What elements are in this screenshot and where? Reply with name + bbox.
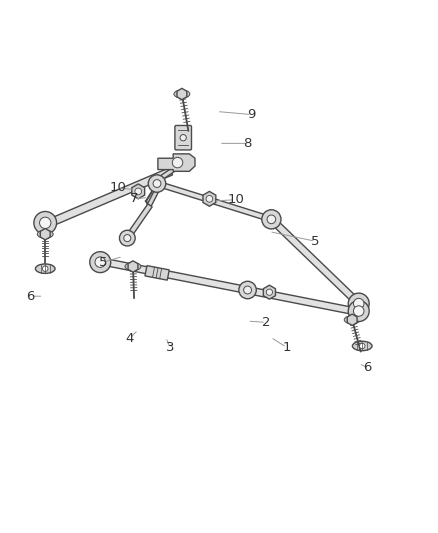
Text: 5: 5 bbox=[311, 235, 319, 248]
Ellipse shape bbox=[174, 90, 190, 98]
Text: 10: 10 bbox=[109, 181, 126, 195]
Ellipse shape bbox=[37, 230, 53, 238]
Circle shape bbox=[353, 306, 364, 316]
Polygon shape bbox=[158, 154, 195, 171]
Circle shape bbox=[266, 289, 272, 295]
Polygon shape bbox=[145, 265, 169, 280]
Text: 6: 6 bbox=[363, 361, 371, 374]
Circle shape bbox=[360, 343, 365, 349]
Circle shape bbox=[124, 235, 131, 241]
Circle shape bbox=[267, 215, 276, 224]
Circle shape bbox=[353, 298, 364, 309]
Circle shape bbox=[262, 210, 281, 229]
FancyBboxPatch shape bbox=[175, 125, 191, 150]
Polygon shape bbox=[269, 217, 361, 306]
Polygon shape bbox=[109, 260, 350, 313]
Polygon shape bbox=[156, 181, 272, 222]
Circle shape bbox=[34, 212, 57, 234]
Circle shape bbox=[95, 257, 106, 268]
Text: 4: 4 bbox=[125, 332, 134, 345]
Circle shape bbox=[244, 286, 251, 294]
Circle shape bbox=[206, 196, 213, 202]
Text: 8: 8 bbox=[243, 137, 251, 150]
Text: 2: 2 bbox=[262, 316, 270, 329]
Ellipse shape bbox=[35, 264, 55, 273]
Text: 9: 9 bbox=[247, 108, 256, 121]
Text: 10: 10 bbox=[227, 193, 244, 206]
Polygon shape bbox=[263, 285, 276, 299]
Text: 3: 3 bbox=[166, 341, 174, 354]
Circle shape bbox=[120, 230, 135, 246]
Circle shape bbox=[239, 281, 256, 298]
Circle shape bbox=[153, 180, 161, 188]
Ellipse shape bbox=[125, 263, 141, 270]
Text: 6: 6 bbox=[26, 290, 35, 303]
Polygon shape bbox=[128, 261, 138, 272]
Circle shape bbox=[348, 301, 369, 321]
Circle shape bbox=[172, 157, 183, 168]
Polygon shape bbox=[147, 189, 159, 206]
Circle shape bbox=[90, 252, 111, 272]
Polygon shape bbox=[158, 166, 177, 181]
Polygon shape bbox=[132, 184, 145, 199]
Ellipse shape bbox=[344, 316, 360, 324]
Circle shape bbox=[348, 293, 369, 314]
Polygon shape bbox=[177, 88, 187, 100]
Text: 7: 7 bbox=[130, 192, 138, 205]
Ellipse shape bbox=[180, 134, 186, 141]
Circle shape bbox=[42, 266, 48, 271]
Circle shape bbox=[39, 217, 51, 229]
Polygon shape bbox=[125, 204, 152, 240]
Polygon shape bbox=[203, 191, 216, 206]
Circle shape bbox=[148, 175, 166, 192]
Polygon shape bbox=[40, 229, 50, 240]
Circle shape bbox=[135, 188, 141, 195]
Ellipse shape bbox=[353, 341, 372, 351]
Polygon shape bbox=[347, 314, 357, 326]
Polygon shape bbox=[46, 168, 173, 228]
Text: 1: 1 bbox=[283, 341, 291, 354]
Text: 5: 5 bbox=[99, 256, 108, 269]
